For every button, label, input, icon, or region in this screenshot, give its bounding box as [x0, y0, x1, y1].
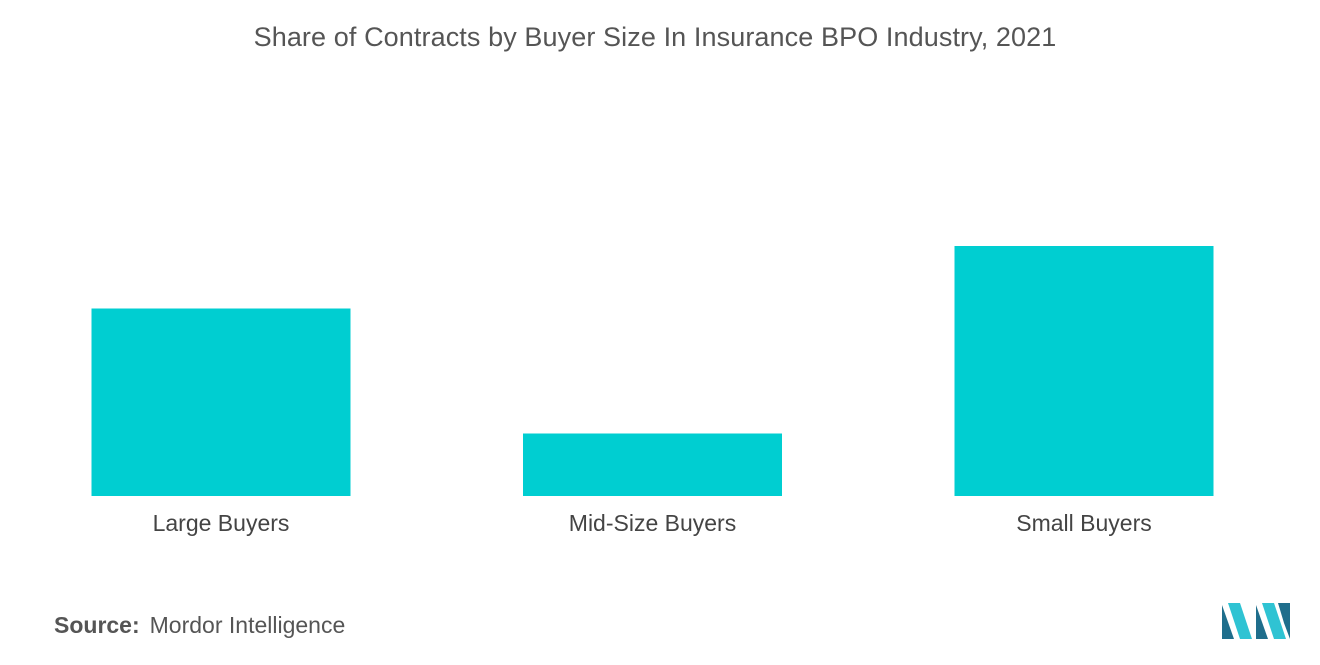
logo-right-stroke — [1262, 603, 1286, 639]
bars-layer — [91, 246, 1214, 496]
mordor-intelligence-logo-icon — [1222, 603, 1290, 639]
bar-chart: Large Buyers Mid-Size Buyers Small Buyers — [91, 246, 1214, 536]
bar-mid-size-buyers — [523, 433, 782, 496]
category-labels-layer: Large Buyers Mid-Size Buyers Small Buyers — [153, 510, 1152, 536]
source-value: Mordor Intelligence — [149, 612, 346, 638]
logo-right-pillar — [1278, 603, 1290, 639]
category-label-large-buyers: Large Buyers — [153, 510, 290, 536]
source-label: Source: — [54, 612, 140, 638]
logo-left-stroke — [1222, 605, 1234, 639]
chart-title: Share of Contracts by Buyer Size In Insu… — [253, 22, 1057, 52]
logo-mid-right-stroke — [1256, 605, 1268, 639]
bar-large-buyers — [91, 308, 351, 496]
bar-small-buyers — [954, 246, 1214, 496]
logo-mid-left-stroke — [1228, 603, 1252, 639]
category-label-mid-size-buyers: Mid-Size Buyers — [569, 510, 736, 536]
source-note: Source: Mordor Intelligence — [54, 612, 345, 639]
category-label-small-buyers: Small Buyers — [1016, 510, 1151, 536]
